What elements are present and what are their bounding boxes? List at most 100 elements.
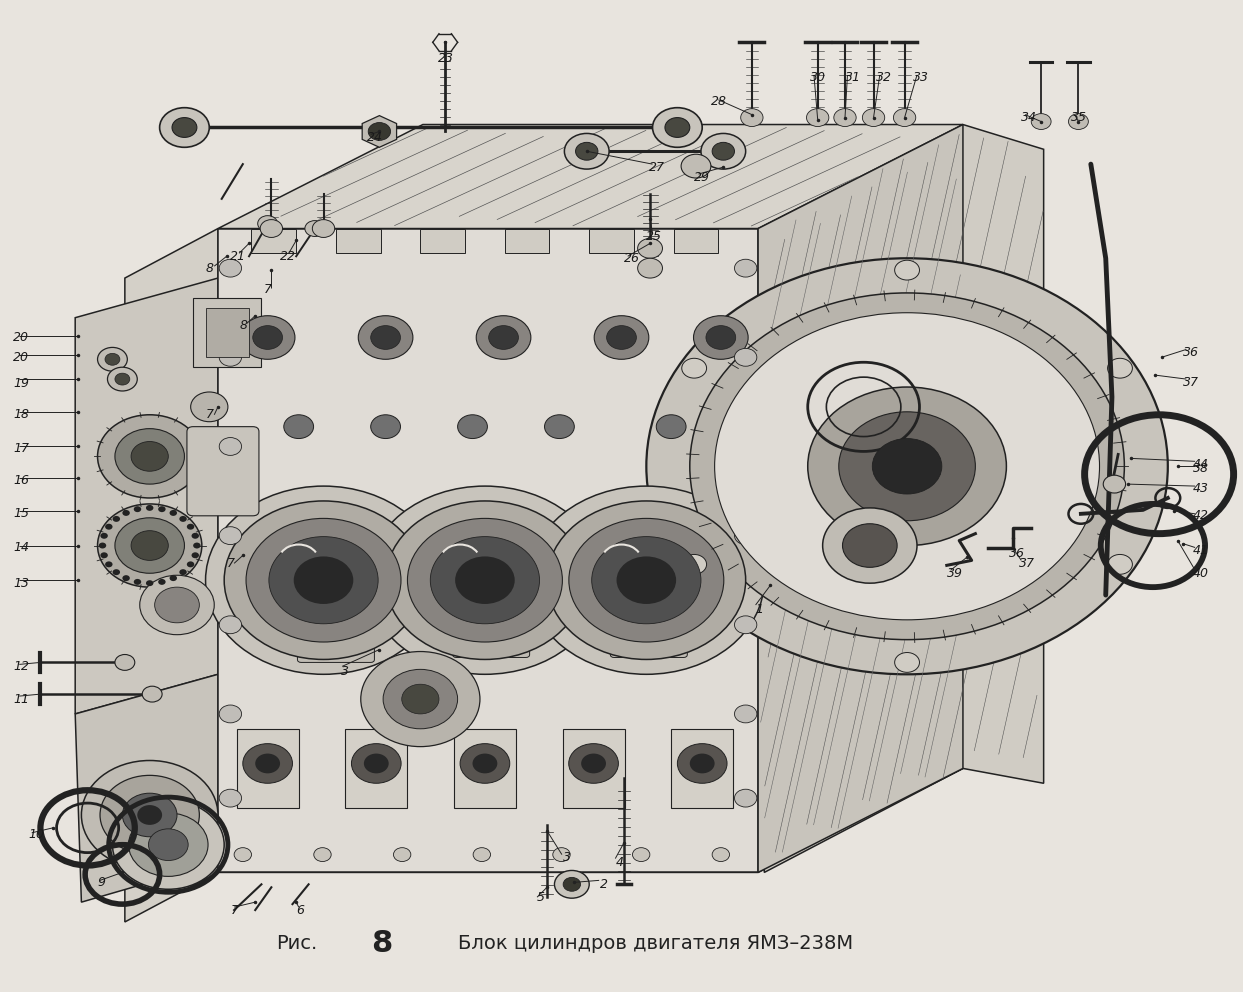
Circle shape xyxy=(122,510,129,516)
Text: 17: 17 xyxy=(14,442,29,455)
Text: 13: 13 xyxy=(14,576,29,589)
Circle shape xyxy=(145,505,153,511)
Circle shape xyxy=(638,238,663,258)
Circle shape xyxy=(104,353,119,365)
Circle shape xyxy=(154,587,199,623)
Bar xyxy=(674,228,718,253)
Polygon shape xyxy=(218,769,963,872)
Circle shape xyxy=(665,118,690,138)
Circle shape xyxy=(735,437,757,455)
Circle shape xyxy=(246,519,401,642)
Circle shape xyxy=(823,508,917,583)
Circle shape xyxy=(134,506,142,512)
Circle shape xyxy=(99,776,199,854)
Circle shape xyxy=(472,754,497,774)
Circle shape xyxy=(191,553,199,558)
Text: 8: 8 xyxy=(370,930,392,958)
FancyBboxPatch shape xyxy=(610,597,687,658)
Circle shape xyxy=(690,293,1125,640)
Text: 20: 20 xyxy=(14,331,29,344)
Circle shape xyxy=(681,154,711,178)
Circle shape xyxy=(107,367,137,391)
Circle shape xyxy=(98,543,106,549)
Text: 37: 37 xyxy=(1182,376,1198,389)
Circle shape xyxy=(741,109,763,127)
Circle shape xyxy=(137,806,162,825)
Circle shape xyxy=(219,705,241,723)
Circle shape xyxy=(368,123,390,141)
Circle shape xyxy=(592,537,701,624)
Text: 36: 36 xyxy=(1182,346,1198,359)
Circle shape xyxy=(656,415,686,438)
Circle shape xyxy=(313,848,331,861)
Circle shape xyxy=(148,829,188,860)
Circle shape xyxy=(1032,114,1052,130)
Circle shape xyxy=(735,348,757,366)
Text: 26: 26 xyxy=(624,252,640,265)
Circle shape xyxy=(607,325,636,349)
Circle shape xyxy=(114,429,184,484)
Circle shape xyxy=(701,134,746,169)
Circle shape xyxy=(873,438,942,494)
Circle shape xyxy=(582,754,607,774)
Circle shape xyxy=(186,524,194,530)
Circle shape xyxy=(106,561,113,567)
Text: 20: 20 xyxy=(14,351,29,364)
Circle shape xyxy=(839,412,976,521)
Text: 3: 3 xyxy=(563,851,571,864)
Text: 1: 1 xyxy=(756,603,763,616)
Circle shape xyxy=(219,348,241,366)
Text: 14: 14 xyxy=(14,541,29,554)
Polygon shape xyxy=(758,125,963,872)
Circle shape xyxy=(255,754,280,774)
Text: 6: 6 xyxy=(296,904,305,917)
FancyBboxPatch shape xyxy=(297,602,374,663)
Circle shape xyxy=(715,312,1100,620)
Text: 35: 35 xyxy=(1071,111,1086,124)
Circle shape xyxy=(712,848,730,861)
Text: 39: 39 xyxy=(947,566,963,579)
Text: 44: 44 xyxy=(1192,457,1208,471)
Circle shape xyxy=(401,684,439,714)
Text: 38: 38 xyxy=(1192,461,1208,475)
Circle shape xyxy=(191,533,199,539)
Circle shape xyxy=(252,325,282,349)
Bar xyxy=(251,228,296,253)
Circle shape xyxy=(895,653,920,673)
Bar xyxy=(589,228,634,253)
Circle shape xyxy=(260,219,282,237)
Text: АВТО
ЗАП
ЧАСТИ: АВТО ЗАП ЧАСТИ xyxy=(547,452,696,578)
Circle shape xyxy=(101,533,108,539)
Circle shape xyxy=(283,415,313,438)
Text: 9: 9 xyxy=(97,876,106,889)
Circle shape xyxy=(681,358,706,378)
Circle shape xyxy=(528,486,764,675)
Polygon shape xyxy=(218,125,963,228)
Circle shape xyxy=(863,109,885,127)
Text: 40: 40 xyxy=(1192,566,1208,579)
Circle shape xyxy=(383,670,457,729)
Circle shape xyxy=(219,527,241,545)
Circle shape xyxy=(638,258,663,278)
Circle shape xyxy=(460,744,510,784)
Circle shape xyxy=(219,790,241,807)
Text: 4: 4 xyxy=(615,856,623,869)
Circle shape xyxy=(257,215,277,231)
Bar xyxy=(420,228,465,253)
Circle shape xyxy=(370,415,400,438)
Circle shape xyxy=(633,848,650,861)
Text: Рис.: Рис. xyxy=(276,934,317,953)
Text: 5: 5 xyxy=(537,891,546,904)
Circle shape xyxy=(122,575,129,581)
Circle shape xyxy=(553,848,571,861)
Circle shape xyxy=(97,504,201,587)
Circle shape xyxy=(735,790,757,807)
Circle shape xyxy=(488,325,518,349)
Circle shape xyxy=(186,561,194,567)
Polygon shape xyxy=(75,278,218,714)
Circle shape xyxy=(219,259,241,277)
Circle shape xyxy=(617,557,676,604)
Polygon shape xyxy=(218,228,758,872)
Circle shape xyxy=(457,415,487,438)
Text: 7: 7 xyxy=(264,284,272,297)
